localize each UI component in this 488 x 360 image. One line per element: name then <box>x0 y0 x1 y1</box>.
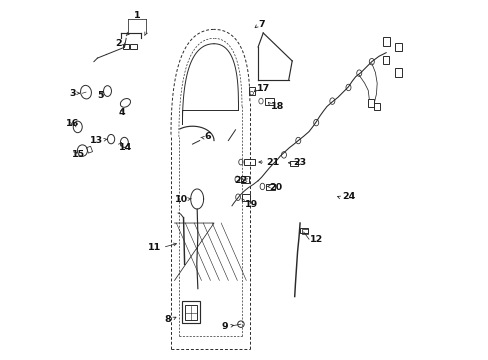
Bar <box>395 43 401 51</box>
Text: 1: 1 <box>133 10 140 19</box>
Text: 11: 11 <box>148 243 161 252</box>
Text: 15: 15 <box>72 150 84 159</box>
Bar <box>265 184 274 190</box>
Text: 5: 5 <box>97 91 104 100</box>
Bar <box>301 229 308 234</box>
Bar <box>290 161 297 166</box>
Text: 6: 6 <box>204 132 210 141</box>
Text: 4: 4 <box>118 108 124 117</box>
Text: 20: 20 <box>269 183 282 192</box>
Text: 3: 3 <box>69 89 76 98</box>
Text: 2: 2 <box>115 39 122 48</box>
Text: 17: 17 <box>256 84 269 93</box>
Text: 12: 12 <box>309 235 323 244</box>
Bar <box>394 68 402 77</box>
Bar <box>382 37 389 46</box>
Bar <box>86 146 92 153</box>
Text: 9: 9 <box>221 322 228 331</box>
Text: 10: 10 <box>174 195 187 204</box>
Text: 7: 7 <box>258 19 265 28</box>
Bar <box>264 98 273 105</box>
Bar <box>300 228 307 233</box>
Bar <box>373 103 380 111</box>
Text: 22: 22 <box>234 176 247 185</box>
Bar <box>248 87 254 95</box>
Text: 24: 24 <box>341 192 355 201</box>
Bar <box>382 56 388 64</box>
Text: 14: 14 <box>119 143 132 152</box>
Text: 8: 8 <box>164 315 171 324</box>
Bar <box>130 44 136 49</box>
Text: 16: 16 <box>66 119 79 128</box>
Text: 19: 19 <box>244 200 257 209</box>
Text: 13: 13 <box>89 136 102 145</box>
Bar <box>182 301 200 323</box>
Bar <box>185 305 196 320</box>
Bar <box>241 176 248 183</box>
Text: 21: 21 <box>265 158 279 167</box>
Bar <box>244 159 254 165</box>
Bar <box>122 44 129 49</box>
Bar <box>367 99 373 107</box>
Text: 18: 18 <box>271 102 284 111</box>
Bar <box>241 194 249 201</box>
Text: 23: 23 <box>292 158 305 167</box>
